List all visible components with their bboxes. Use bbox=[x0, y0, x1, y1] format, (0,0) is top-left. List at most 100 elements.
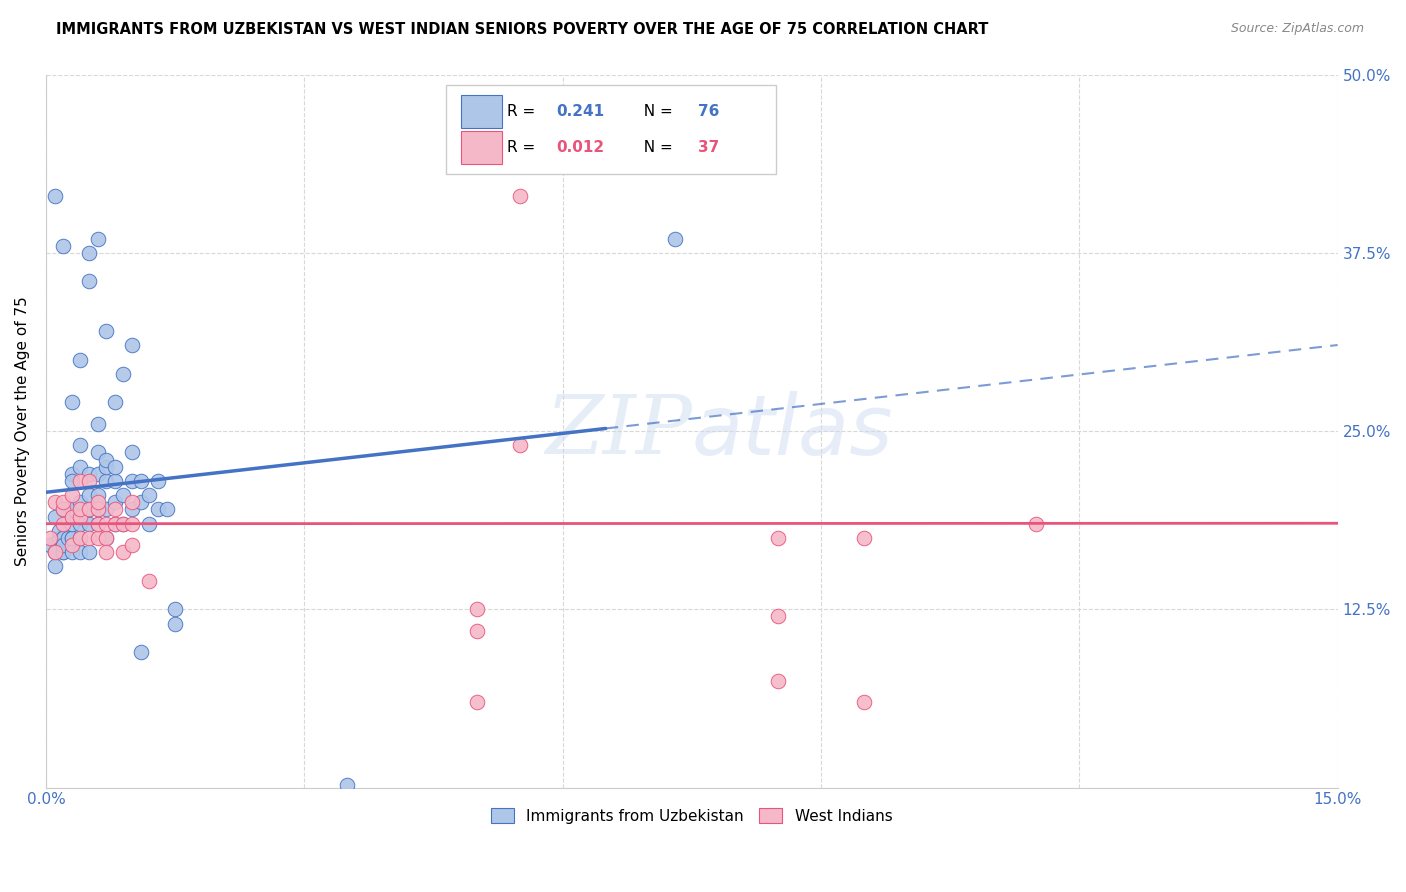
Text: atlas: atlas bbox=[692, 391, 893, 472]
Text: N =: N = bbox=[634, 104, 678, 120]
Point bbox=[56, 531, 79, 545]
Point bbox=[44, 545, 66, 559]
Point bbox=[86, 502, 108, 516]
Point bbox=[86, 516, 108, 531]
Text: 76: 76 bbox=[699, 104, 720, 120]
Point bbox=[129, 474, 152, 488]
Point bbox=[86, 488, 108, 502]
Point bbox=[104, 395, 127, 409]
Point bbox=[69, 509, 91, 524]
Point bbox=[60, 488, 83, 502]
Point bbox=[664, 231, 686, 245]
Point bbox=[69, 438, 91, 452]
Point bbox=[77, 531, 100, 545]
Point bbox=[96, 324, 118, 338]
Point bbox=[77, 502, 100, 516]
Point bbox=[69, 495, 91, 509]
Point bbox=[112, 367, 135, 381]
Text: Source: ZipAtlas.com: Source: ZipAtlas.com bbox=[1230, 22, 1364, 36]
Point bbox=[112, 488, 135, 502]
Point bbox=[52, 502, 75, 516]
Point bbox=[112, 516, 135, 531]
Point bbox=[69, 545, 91, 559]
FancyBboxPatch shape bbox=[446, 86, 776, 174]
FancyBboxPatch shape bbox=[461, 95, 502, 128]
Point bbox=[766, 609, 789, 624]
Point bbox=[77, 488, 100, 502]
Point bbox=[86, 231, 108, 245]
Point bbox=[77, 274, 100, 288]
Point bbox=[60, 509, 83, 524]
Point bbox=[121, 474, 143, 488]
Point bbox=[96, 452, 118, 467]
Point bbox=[165, 616, 187, 631]
Point bbox=[52, 545, 75, 559]
Point bbox=[465, 602, 488, 616]
Point bbox=[60, 531, 83, 545]
Text: IMMIGRANTS FROM UZBEKISTAN VS WEST INDIAN SENIORS POVERTY OVER THE AGE OF 75 COR: IMMIGRANTS FROM UZBEKISTAN VS WEST INDIA… bbox=[56, 22, 988, 37]
Point bbox=[52, 538, 75, 552]
Point bbox=[121, 495, 143, 509]
Point bbox=[60, 531, 83, 545]
Point bbox=[60, 516, 83, 531]
Point bbox=[465, 695, 488, 709]
Point bbox=[129, 495, 152, 509]
Point bbox=[853, 695, 876, 709]
Point bbox=[86, 417, 108, 431]
Text: 0.012: 0.012 bbox=[557, 140, 605, 154]
Point bbox=[96, 459, 118, 474]
Point bbox=[60, 467, 83, 481]
Text: R =: R = bbox=[508, 104, 540, 120]
Point bbox=[138, 516, 160, 531]
Point bbox=[52, 516, 75, 531]
Point bbox=[69, 531, 91, 545]
Text: 37: 37 bbox=[699, 140, 720, 154]
Point bbox=[138, 488, 160, 502]
FancyBboxPatch shape bbox=[461, 131, 502, 163]
Point bbox=[112, 545, 135, 559]
Point bbox=[121, 502, 143, 516]
Point bbox=[121, 445, 143, 459]
Point bbox=[104, 516, 127, 531]
Point bbox=[155, 502, 177, 516]
Point bbox=[96, 474, 118, 488]
Point bbox=[853, 531, 876, 545]
Point bbox=[69, 352, 91, 367]
Point bbox=[77, 245, 100, 260]
Point bbox=[104, 502, 127, 516]
Point bbox=[509, 438, 531, 452]
Point bbox=[1025, 516, 1047, 531]
Point bbox=[77, 467, 100, 481]
Point bbox=[69, 502, 91, 516]
Point bbox=[146, 474, 169, 488]
Point bbox=[465, 624, 488, 638]
Point bbox=[509, 188, 531, 202]
Point bbox=[112, 516, 135, 531]
Point bbox=[104, 459, 127, 474]
Point bbox=[138, 574, 160, 588]
Point bbox=[44, 188, 66, 202]
Legend: Immigrants from Uzbekistan, West Indians: Immigrants from Uzbekistan, West Indians bbox=[485, 802, 898, 830]
Point bbox=[60, 545, 83, 559]
Point bbox=[52, 502, 75, 516]
Text: N =: N = bbox=[634, 140, 678, 154]
Point bbox=[48, 524, 70, 538]
Point bbox=[48, 531, 70, 545]
Point bbox=[121, 338, 143, 352]
Point bbox=[52, 495, 75, 509]
Point bbox=[86, 516, 108, 531]
Point bbox=[52, 238, 75, 252]
Point bbox=[77, 474, 100, 488]
Point bbox=[44, 509, 66, 524]
Point bbox=[146, 502, 169, 516]
Point bbox=[96, 531, 118, 545]
Point bbox=[86, 467, 108, 481]
Point bbox=[60, 474, 83, 488]
Point bbox=[104, 516, 127, 531]
Point bbox=[96, 516, 118, 531]
Point bbox=[44, 495, 66, 509]
Point bbox=[121, 538, 143, 552]
Point bbox=[96, 531, 118, 545]
Point bbox=[766, 531, 789, 545]
Point bbox=[69, 474, 91, 488]
